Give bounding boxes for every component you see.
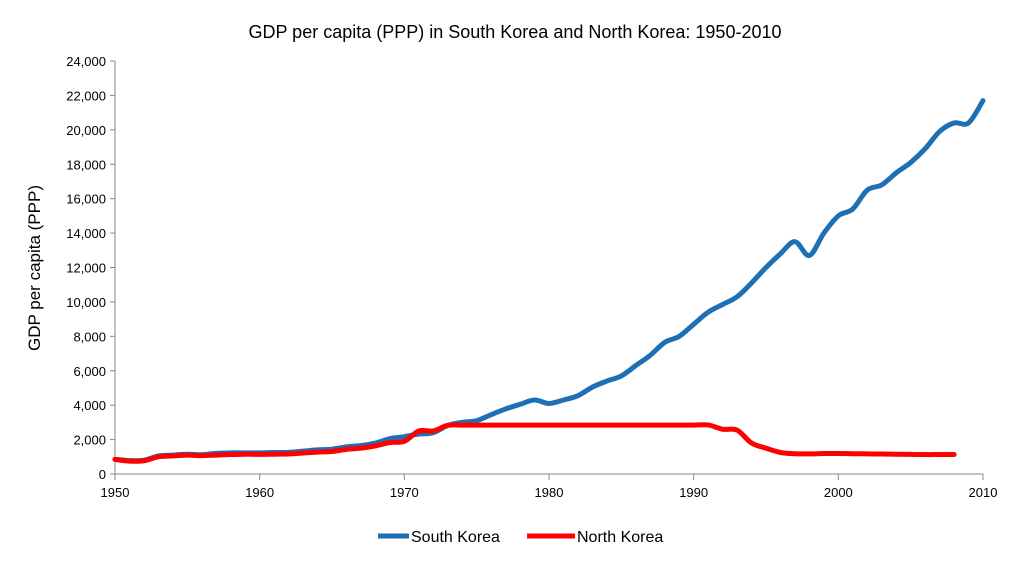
legend-label: North Korea bbox=[577, 529, 663, 546]
y-tick-label: 16,000 bbox=[66, 192, 106, 207]
y-tick-label: 22,000 bbox=[66, 88, 106, 103]
y-tick-label: 2,000 bbox=[73, 433, 106, 448]
y-tick-label: 24,000 bbox=[66, 54, 106, 69]
x-tick-label: 2000 bbox=[824, 485, 853, 500]
legend-label: South Korea bbox=[411, 529, 500, 546]
y-tick-label: 18,000 bbox=[66, 157, 106, 172]
y-tick-label: 6,000 bbox=[73, 364, 106, 379]
x-tick-label: 1950 bbox=[101, 485, 130, 500]
y-tick-label: 20,000 bbox=[66, 123, 106, 138]
y-tick-label: 12,000 bbox=[66, 261, 106, 276]
x-tick-label: 1970 bbox=[390, 485, 419, 500]
chart-title: GDP per capita (PPP) in South Korea and … bbox=[249, 22, 782, 42]
y-tick-label: 14,000 bbox=[66, 226, 106, 241]
series-line-north-korea bbox=[112, 422, 957, 464]
y-axis-label: GDP per capita (PPP) bbox=[25, 185, 44, 351]
x-tick-label: 1960 bbox=[245, 485, 274, 500]
y-tick-label: 8,000 bbox=[73, 329, 106, 344]
x-tick-label: 1980 bbox=[535, 485, 564, 500]
x-tick-label: 1990 bbox=[679, 485, 708, 500]
series-line-south-korea bbox=[112, 98, 986, 464]
y-tick-label: 10,000 bbox=[66, 295, 106, 310]
y-tick-label: 0 bbox=[99, 467, 106, 482]
x-tick-label: 2010 bbox=[969, 485, 998, 500]
y-tick-label: 4,000 bbox=[73, 398, 106, 413]
